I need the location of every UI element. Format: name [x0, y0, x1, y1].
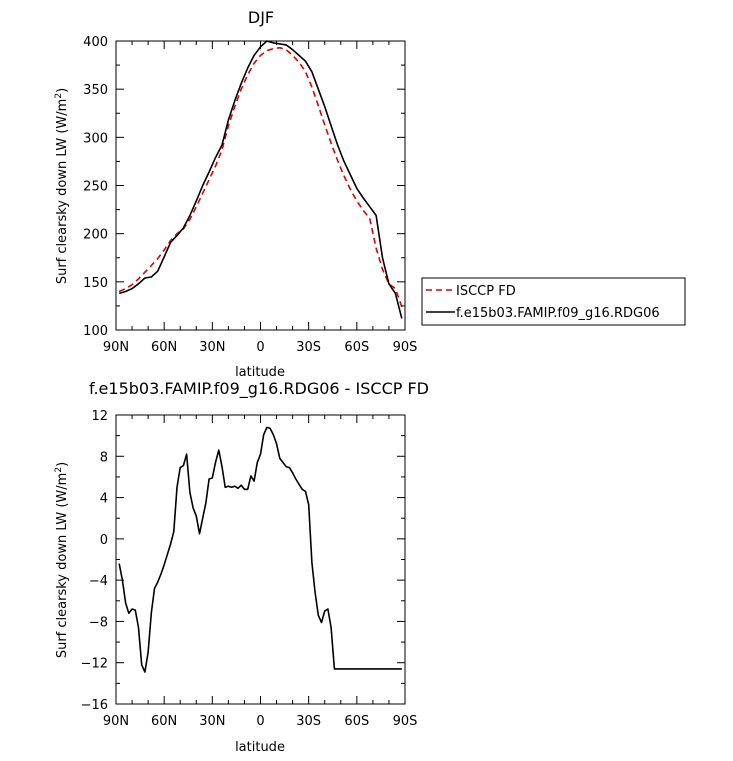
bottom-y-tick-label: 4 — [100, 492, 108, 507]
bottom-series-line-0 — [118, 426, 402, 673]
top-y-axis-label-main: Surf clearsky down LW (W/m — [55, 99, 70, 285]
bottom-y-axis-label: Surf clearsky down LW (W/m2) — [54, 462, 70, 658]
bottom-x-tick-label: 90S — [393, 714, 418, 729]
bottom-y-tick-label: 8 — [100, 450, 108, 465]
bottom-y-axis-label-close: ) — [55, 462, 70, 467]
top-x-tick-label: 0 — [256, 340, 264, 355]
bottom-y-tick-label: −16 — [81, 698, 108, 713]
top-x-axis-label: latitude — [235, 365, 285, 380]
top-chart-title: DJF — [248, 8, 274, 27]
bottom-y-tick-label: −4 — [89, 574, 108, 589]
top-x-tick-label: 30S — [296, 340, 321, 355]
bottom-x-tick-label: 60N — [151, 714, 177, 729]
top-y-axis-label-close: ) — [55, 88, 70, 93]
bottom-x-tick-label: 60S — [344, 714, 369, 729]
top-y-axis-label-sup: 2 — [54, 93, 64, 99]
top-y-tick-label: 400 — [83, 35, 108, 50]
bottom-panel: f.e15b03.FAMIP.f09_g16.RDG06 - ISCCP FD … — [54, 379, 429, 755]
bottom-plot-frame — [115, 414, 406, 705]
top-y-tick-label: 350 — [83, 83, 108, 98]
top-y-tick-label: 200 — [83, 228, 108, 243]
bottom-x-tick-label: 30N — [199, 714, 225, 729]
legend: ISCCP FD f.e15b03.FAMIP.f09_g16.RDG06 — [421, 277, 686, 326]
bottom-chart-title: f.e15b03.FAMIP.f09_g16.RDG06 - ISCCP FD — [89, 379, 429, 399]
bottom-x-tick-label: 90N — [103, 714, 129, 729]
top-x-tick-label: 60N — [151, 340, 177, 355]
bottom-x-axis-label: latitude — [235, 740, 285, 755]
top-y-tick-label: 300 — [83, 131, 108, 146]
top-plot-frame — [115, 40, 406, 331]
top-series-line-1 — [118, 40, 403, 319]
bottom-y-tick-label: −8 — [89, 615, 108, 630]
legend-label-model: f.e15b03.FAMIP.f09_g16.RDG06 — [456, 306, 660, 321]
bottom-y-axis-label-main: Surf clearsky down LW (W/m — [55, 473, 70, 659]
top-y-axis-label: Surf clearsky down LW (W/m2) — [54, 88, 70, 284]
legend-box — [421, 277, 686, 326]
legend-label-isccp: ISCCP FD — [456, 284, 516, 299]
top-panel: DJF 90N 60N 30N 0 30S 60S 90S 100 150 200 250 300 35… — [54, 8, 686, 380]
bottom-x-tick-label: 0 — [256, 714, 264, 729]
bottom-y-tick-label: 0 — [100, 533, 108, 548]
bottom-y-tick-label: 12 — [91, 409, 108, 424]
top-x-tick-label: 60S — [344, 340, 369, 355]
bottom-y-tick-label: −12 — [81, 657, 108, 672]
top-y-tick-label: 250 — [83, 180, 108, 195]
top-series-line-0 — [118, 46, 403, 308]
bottom-x-tick-label: 30S — [296, 714, 321, 729]
top-y-tick-label: 100 — [83, 324, 108, 339]
bottom-y-axis-label-sup: 2 — [54, 467, 64, 473]
top-x-tick-label: 90N — [103, 340, 129, 355]
top-x-tick-label: 30N — [199, 340, 225, 355]
top-y-tick-label: 150 — [83, 276, 108, 291]
top-x-tick-label: 90S — [393, 340, 418, 355]
